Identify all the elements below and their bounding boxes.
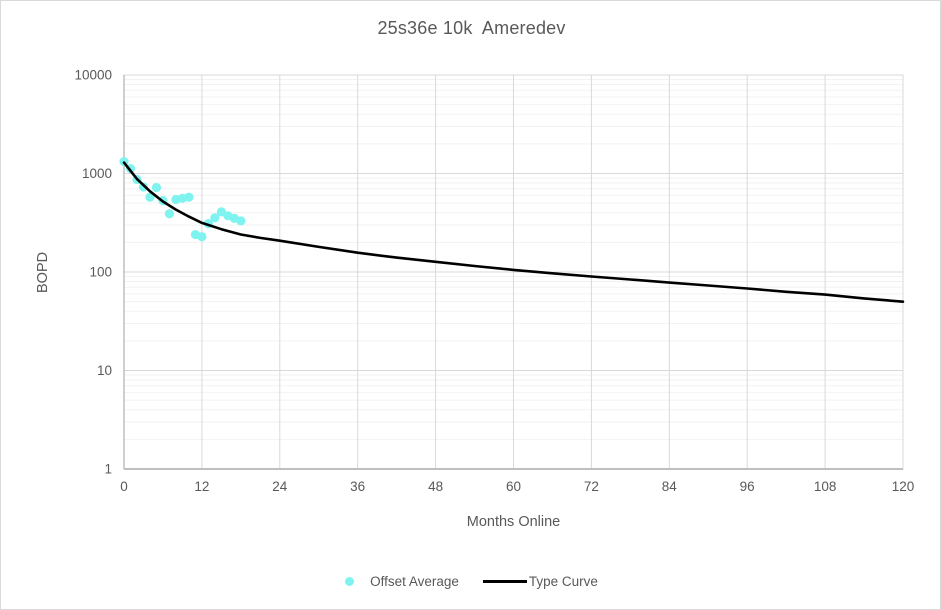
chart-title: 25s36e 10k Ameredev [377,18,566,38]
legend-label-type-curve: Type Curve [528,573,598,589]
y-tick-label: 10000 [74,68,112,83]
y-tick-label: 1000 [82,166,112,181]
x-tick-label: 72 [584,479,599,494]
x-tick-label: 108 [814,479,837,494]
x-tick-label: 120 [892,479,915,494]
x-tick-label: 96 [740,479,755,494]
x-tick-label: 24 [272,479,288,494]
x-tick-label: 0 [120,479,128,494]
y-tick-label: 100 [89,265,112,280]
scatter-point [210,213,220,223]
scatter-point [197,232,207,242]
x-tick-label: 60 [506,479,521,494]
scatter-point [184,192,194,202]
legend: Offset Average Type Curve [1,570,940,592]
scatter-point [236,216,246,226]
scatter-point [145,192,155,202]
type-curve-line [122,161,905,304]
x-axis-title: Months Online [466,514,561,530]
x-tick-label: 36 [350,479,365,494]
scatter-point [151,182,162,193]
x-tick-label: 48 [428,479,443,494]
y-tick-label: 10 [97,363,112,378]
legend-item-type-curve: Type Curve [482,573,598,589]
scatter-point [164,209,175,219]
line-marker-icon [482,579,527,583]
x-tick-label: 84 [662,479,678,494]
legend-item-offset-average: Offset Average [345,574,459,589]
y-axis-title: BOPD [35,251,51,293]
scatter-marker-icon [345,576,355,586]
x-tick-label: 12 [194,479,209,494]
y-tick-label: 1 [104,462,112,477]
legend-label-offset-average: Offset Average [370,573,459,589]
